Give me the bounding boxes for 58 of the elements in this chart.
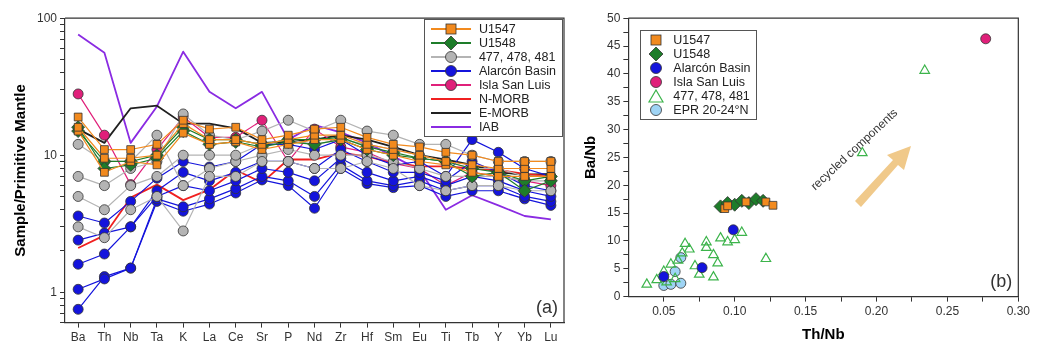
x-tick-label: Ta	[150, 330, 164, 345]
x-tick-label: Eu	[412, 330, 427, 345]
y-axis-title: Ba/Nb	[581, 135, 599, 180]
y-tick-label: 5	[613, 261, 621, 276]
x-tick-label: 0.15	[793, 304, 818, 319]
y-tick-label: 45	[606, 38, 621, 53]
legend-label: U1547	[673, 33, 711, 48]
y-tick-label: 30	[606, 121, 621, 136]
legend-label: E-MORB	[478, 106, 529, 121]
x-tick-label: Ti	[441, 330, 451, 345]
x-axis-title: Th/Nb	[802, 325, 845, 343]
y-tick-label: 15	[606, 205, 621, 220]
y-tick-label: 20	[606, 177, 621, 192]
y-tick-label: 40	[606, 66, 621, 81]
y-tick-label: 0	[613, 288, 621, 303]
x-tick-label: K	[179, 330, 188, 345]
y-tick-label: 10	[606, 233, 621, 248]
x-tick-label: P	[284, 330, 293, 345]
legend-label: IAB	[478, 120, 500, 135]
x-tick-label: Nd	[306, 330, 323, 345]
x-tick-label: Th	[97, 330, 112, 345]
x-tick-label: Lu	[544, 330, 558, 345]
x-tick-label: Ce	[228, 330, 244, 345]
x-tick-label: Yb	[517, 330, 533, 345]
legend-label: Alarcón Basin	[478, 64, 556, 79]
y-tick-label: 10	[43, 147, 58, 162]
x-tick-label: Sm	[384, 330, 403, 345]
x-tick-label: 0.25	[935, 304, 960, 319]
y-axis-title: Sample/Primitive Mantle	[11, 84, 29, 257]
x-tick-label: La	[202, 330, 217, 345]
legend-label: U1548	[478, 36, 516, 51]
legend-label: U1547	[478, 22, 516, 37]
legend-label: U1548	[673, 47, 711, 62]
y-tick-label: 1	[50, 284, 58, 299]
x-tick-label: 0.20	[864, 304, 889, 319]
y-tick-label: 25	[606, 149, 621, 164]
x-tick-label: Y	[494, 330, 503, 345]
x-tick-label: Hf	[361, 330, 374, 345]
annotation: (b)	[990, 270, 1013, 291]
x-tick-label: Nb	[123, 330, 139, 345]
x-tick-label: Ba	[70, 330, 86, 345]
x-tick-label: Tb	[465, 330, 480, 345]
x-tick-label: 0.10	[723, 304, 747, 319]
legend-label: Isla San Luis	[673, 75, 745, 90]
x-tick-label: 0.30	[1006, 304, 1031, 319]
annotation: (a)	[536, 296, 558, 317]
legend-label: 477, 478, 481	[673, 89, 750, 104]
legend-label: 477, 478, 481	[478, 50, 556, 65]
y-tick-label: 35	[606, 94, 621, 109]
x-tick-label: 0.05	[652, 304, 676, 319]
y-tick-label: 50	[606, 10, 621, 25]
legend-label: EPR 20-24°N	[673, 103, 749, 118]
y-tick-label: 100	[36, 10, 58, 25]
legend-label: N-MORB	[478, 92, 530, 107]
x-tick-label: Zr	[335, 330, 347, 345]
legend-label: Isla San Luis	[478, 78, 551, 93]
legend-label: Alarcón Basin	[673, 61, 751, 76]
x-tick-label: Sr	[255, 330, 268, 345]
